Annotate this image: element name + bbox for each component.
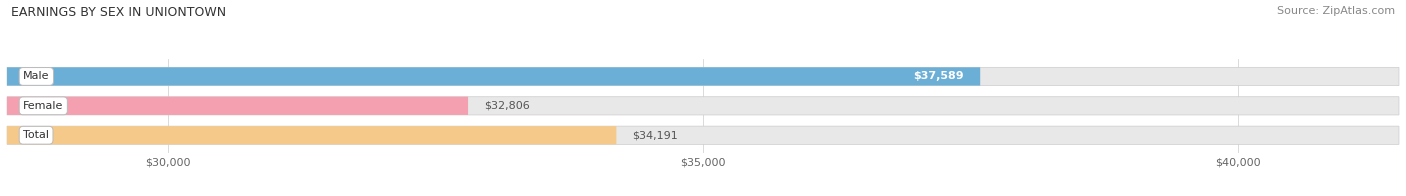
- Text: $34,191: $34,191: [633, 130, 678, 140]
- Text: Source: ZipAtlas.com: Source: ZipAtlas.com: [1277, 6, 1395, 16]
- FancyBboxPatch shape: [7, 97, 1399, 115]
- Text: EARNINGS BY SEX IN UNIONTOWN: EARNINGS BY SEX IN UNIONTOWN: [11, 6, 226, 19]
- FancyBboxPatch shape: [7, 67, 980, 86]
- FancyBboxPatch shape: [7, 97, 468, 115]
- FancyBboxPatch shape: [7, 67, 1399, 86]
- Text: Total: Total: [22, 130, 49, 140]
- Text: Female: Female: [22, 101, 63, 111]
- FancyBboxPatch shape: [7, 126, 1399, 144]
- FancyBboxPatch shape: [7, 126, 616, 144]
- Text: Male: Male: [22, 71, 49, 82]
- Text: $32,806: $32,806: [484, 101, 530, 111]
- Text: $37,589: $37,589: [914, 71, 965, 82]
